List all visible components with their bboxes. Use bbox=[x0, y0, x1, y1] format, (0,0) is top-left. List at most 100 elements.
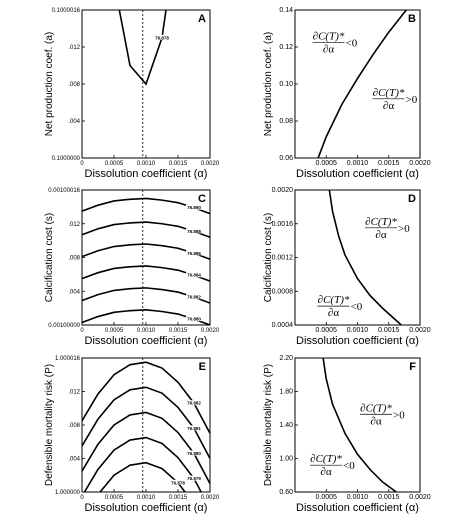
x-tick-label: 0.0015 bbox=[378, 494, 400, 501]
annotation-numerator: ∂C(T)* bbox=[365, 216, 397, 228]
y-tick-label: 0.0016 bbox=[272, 221, 294, 228]
contour-label: 76.890 bbox=[187, 205, 201, 210]
x-axis-label: Dissolution coefficient (α) bbox=[296, 502, 419, 514]
annotation-denominator: ∂α bbox=[328, 307, 339, 319]
contour-label: 76.878 bbox=[171, 480, 185, 485]
x-tick-label: 0.0005 bbox=[105, 161, 124, 167]
y-tick-label: 0.12 bbox=[279, 44, 293, 51]
annotation-denominator: ∂α bbox=[383, 100, 394, 112]
x-tick-label: 0.0015 bbox=[378, 160, 400, 167]
y-axis-label: Net production coef. (a) bbox=[263, 32, 274, 137]
contour-label-bg bbox=[186, 400, 202, 406]
x-tick-label: 0 bbox=[80, 161, 84, 167]
axes-frame bbox=[294, 189, 421, 326]
x-axis-label: Dissolution coefficient (α) bbox=[296, 335, 419, 347]
y-tick-label: .012 bbox=[68, 222, 80, 228]
y-axis-label: Defensible mortality risk (P) bbox=[44, 364, 55, 486]
y-tick-label: .008 bbox=[68, 256, 80, 262]
x-tick-label: 0.0005 bbox=[105, 328, 124, 334]
contour-label-bg bbox=[186, 294, 202, 300]
y-tick-label: 0.00100000 bbox=[48, 323, 80, 329]
y-tick-label: 2.20 bbox=[279, 355, 293, 362]
contour-label-bg bbox=[154, 34, 170, 40]
y-tick-label: 0.06 bbox=[279, 155, 293, 162]
x-axis-label: Dissolution coefficient (α) bbox=[296, 168, 419, 180]
x-tick-label: 0.0010 bbox=[137, 328, 156, 334]
annotation-relation: >0 bbox=[406, 94, 418, 106]
y-tick-label: 1.000000 bbox=[55, 490, 81, 496]
x-tick-label: 0.0010 bbox=[347, 494, 369, 501]
contour-label-bg bbox=[186, 272, 202, 278]
y-tick-label: .004 bbox=[68, 289, 80, 295]
panel-label: D bbox=[408, 193, 416, 205]
x-tick-label: 0 bbox=[80, 495, 84, 501]
y-tick-label: .004 bbox=[68, 457, 80, 463]
contour-line bbox=[99, 461, 187, 492]
y-tick-label: 1.40 bbox=[279, 422, 293, 429]
x-axis-label: Dissolution coefficient (α) bbox=[85, 335, 208, 347]
contour-label-bg bbox=[186, 475, 202, 481]
y-tick-label: 0.60 bbox=[279, 489, 293, 496]
y-axis-label: Calcification cost (s) bbox=[263, 213, 274, 302]
y-tick-label: 0.1000000 bbox=[52, 156, 81, 162]
contour-label-bg bbox=[186, 228, 202, 234]
contour-label: 76.879 bbox=[187, 476, 201, 481]
contour-label-bg bbox=[170, 479, 186, 485]
y-tick-label: .012 bbox=[68, 45, 80, 51]
contour-label: 76.882 bbox=[187, 401, 201, 406]
y-tick-label: 0.08 bbox=[279, 118, 293, 125]
y-tick-label: .004 bbox=[68, 119, 80, 125]
axes-frame bbox=[81, 9, 211, 159]
annotation-denominator: ∂α bbox=[375, 229, 386, 241]
x-tick-label: 0.0020 bbox=[201, 328, 220, 334]
axes-frame bbox=[81, 189, 211, 326]
boundary-curve bbox=[328, 190, 402, 325]
contour-label: 76.880 bbox=[187, 317, 201, 322]
y-tick-label: 0.14 bbox=[279, 7, 293, 14]
annotation-relation: >0 bbox=[398, 223, 410, 235]
panel-label: B bbox=[408, 13, 416, 25]
annotation-denominator: ∂α bbox=[370, 415, 381, 427]
plot-area bbox=[82, 358, 210, 492]
annotation-relation: >0 bbox=[393, 409, 405, 421]
x-tick-label: 0.0015 bbox=[169, 328, 188, 334]
axes-frame bbox=[294, 9, 421, 159]
annotation-numerator: ∂C(T)* bbox=[318, 294, 350, 306]
boundary-curve bbox=[322, 358, 397, 492]
contour-label: 76.884 bbox=[187, 273, 201, 278]
x-tick-label: 0.0020 bbox=[409, 327, 431, 334]
y-tick-label: 0.0020 bbox=[272, 187, 294, 194]
y-tick-label: 1.00 bbox=[279, 456, 293, 463]
contour-label-bg bbox=[186, 250, 202, 256]
annotation-relation: <0 bbox=[346, 38, 358, 50]
plot-area bbox=[322, 358, 397, 492]
y-tick-label: 0.1000016 bbox=[52, 8, 81, 14]
x-tick-label: 0.0010 bbox=[347, 327, 369, 334]
x-axis-label: Dissolution coefficient (α) bbox=[85, 168, 208, 180]
panel-label: E bbox=[199, 361, 206, 373]
x-tick-label: 0.0005 bbox=[105, 495, 124, 501]
contour-line bbox=[82, 386, 210, 459]
y-axis-label: Net production coef. (a) bbox=[44, 32, 55, 137]
annotation-numerator: ∂C(T)* bbox=[310, 453, 342, 465]
y-tick-label: 0.0012 bbox=[272, 255, 294, 262]
x-tick-label: 0.0015 bbox=[169, 161, 188, 167]
axes-frame bbox=[81, 357, 211, 493]
x-axis-label: Dissolution coefficient (α) bbox=[85, 502, 208, 514]
y-tick-label: 0.00100016 bbox=[48, 188, 80, 194]
boundary-curve bbox=[317, 10, 407, 158]
x-tick-label: 0.0010 bbox=[137, 495, 156, 501]
contour-label: 76.886 bbox=[187, 251, 201, 256]
panel-label: F bbox=[409, 361, 416, 373]
y-tick-label: 0.10 bbox=[279, 81, 293, 88]
y-tick-label: 0.0008 bbox=[272, 288, 294, 295]
annotation-denominator: ∂α bbox=[323, 44, 334, 56]
y-tick-label: .008 bbox=[68, 82, 80, 88]
x-tick-label: 0.0020 bbox=[201, 161, 220, 167]
annotation-numerator: ∂C(T)* bbox=[373, 87, 405, 99]
x-tick-label: 0.0005 bbox=[316, 160, 338, 167]
x-tick-label: 0.0020 bbox=[409, 494, 431, 501]
y-tick-label: .012 bbox=[68, 390, 80, 396]
annotation-relation: <0 bbox=[343, 460, 355, 472]
contour-line bbox=[83, 436, 203, 492]
